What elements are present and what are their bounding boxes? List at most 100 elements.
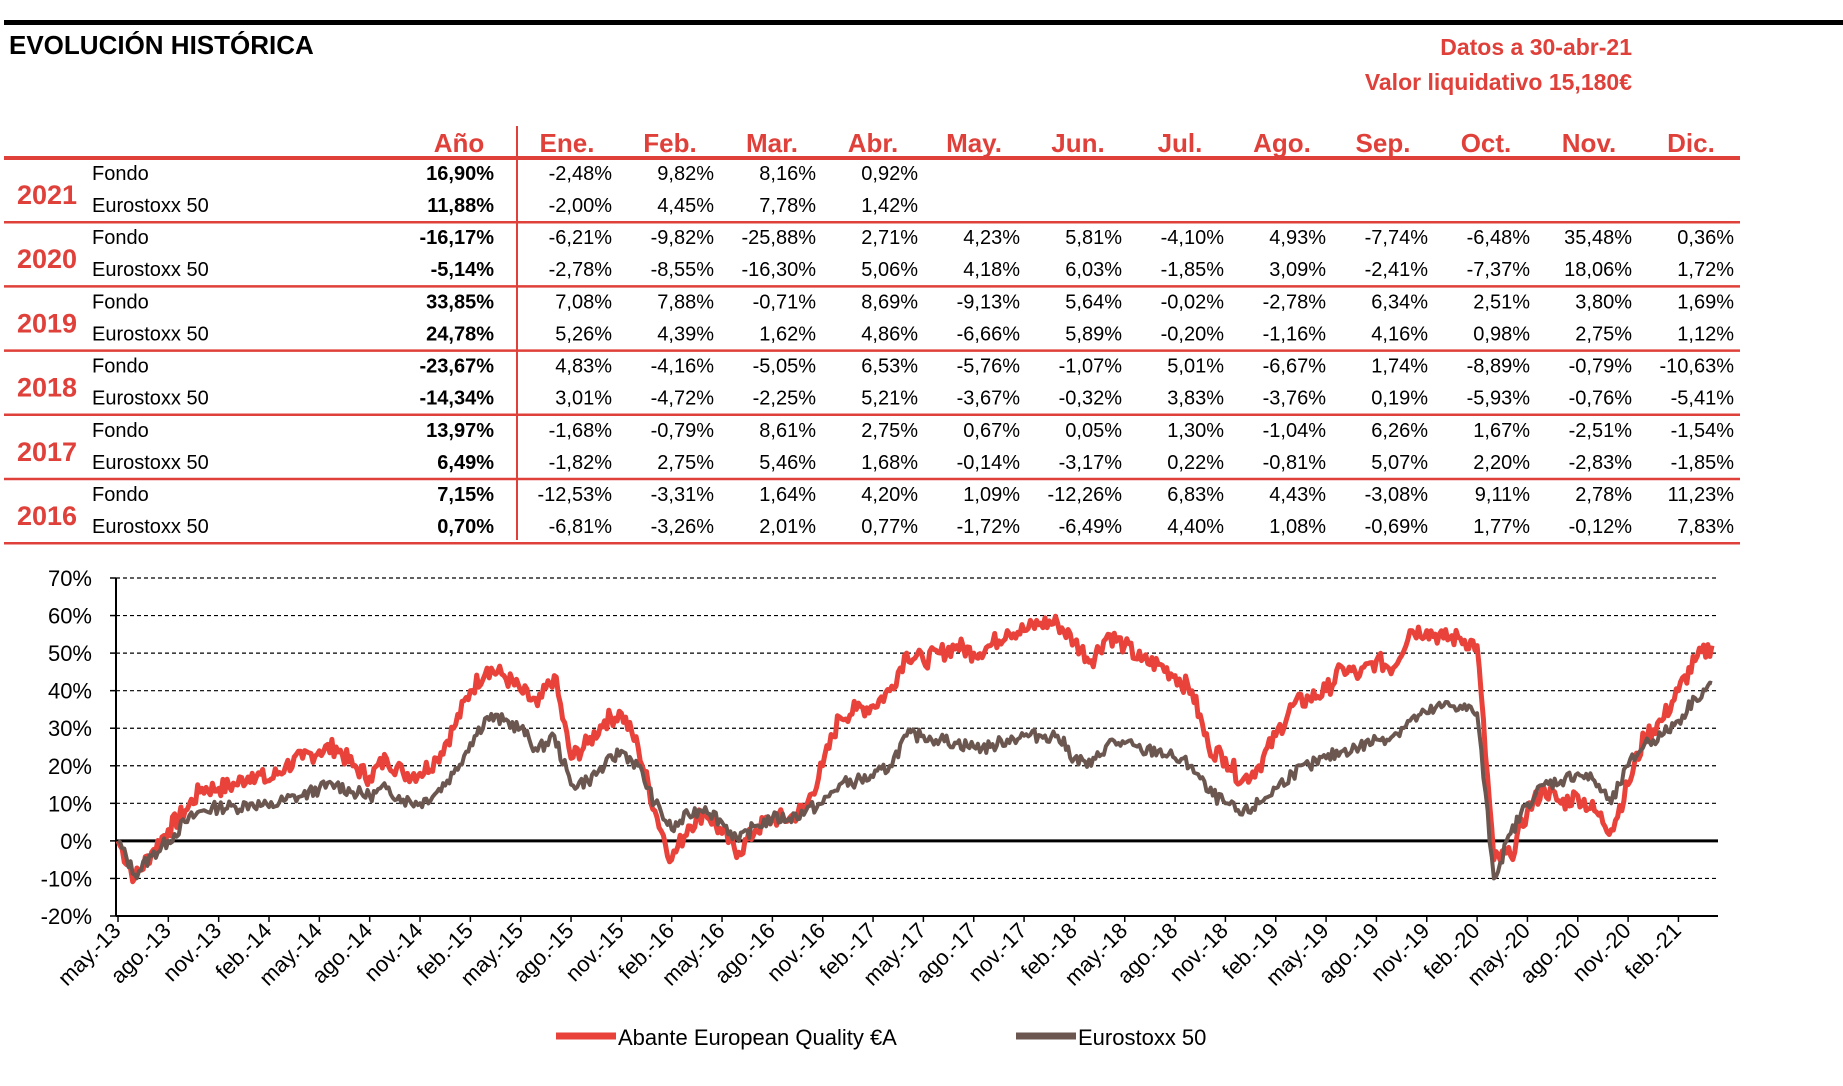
y-tick-label: 0%: [60, 829, 92, 854]
monthly-return: -3,31%: [651, 484, 715, 506]
monthly-return: 5,26%: [555, 323, 612, 345]
monthly-return: -0,79%: [1569, 356, 1633, 378]
monthly-return: 0,05%: [1065, 420, 1122, 442]
monthly-return: -5,05%: [753, 356, 817, 378]
monthly-return: -0,76%: [1569, 388, 1633, 410]
legend-label-fund: Abante European Quality €A: [618, 1025, 897, 1050]
x-tick-label: feb.-21: [1620, 918, 1686, 984]
monthly-return: 4,23%: [963, 227, 1020, 249]
monthly-return: 2,51%: [1473, 291, 1530, 313]
monthly-return: 7,08%: [555, 291, 612, 313]
monthly-return: -1,72%: [957, 516, 1021, 538]
monthly-return: -0,81%: [1263, 452, 1327, 474]
monthly-return: -6,67%: [1263, 356, 1327, 378]
monthly-return: -5,93%: [1467, 388, 1531, 410]
monthly-return: -2,83%: [1569, 452, 1633, 474]
monthly-return: 6,83%: [1167, 484, 1224, 506]
y-tick-label: 30%: [48, 716, 92, 741]
monthly-return: 0,98%: [1473, 323, 1530, 345]
annual-return: 0,70%: [437, 516, 494, 538]
year-label: 2021: [17, 180, 77, 210]
row-label: Fondo: [92, 420, 149, 442]
monthly-return: 0,92%: [861, 163, 918, 185]
column-header: Sep.: [1356, 128, 1411, 158]
row-label: Fondo: [92, 291, 149, 313]
monthly-return: -4,10%: [1161, 227, 1225, 249]
top-rule: [4, 20, 1843, 25]
annual-return: 7,15%: [437, 484, 494, 506]
monthly-return: -1,85%: [1161, 259, 1225, 281]
year-label: 2019: [17, 308, 77, 338]
monthly-return: -7,74%: [1365, 227, 1429, 249]
monthly-return: 5,64%: [1065, 291, 1122, 313]
annual-return: -5,14%: [431, 259, 495, 281]
monthly-return: -0,32%: [1059, 388, 1123, 410]
monthly-return: -1,85%: [1671, 452, 1735, 474]
row-label: Eurostoxx 50: [92, 195, 209, 217]
y-tick-label: 60%: [48, 604, 92, 629]
data-date: Datos a 30-abr-21: [1440, 34, 1632, 60]
year-label: 2018: [17, 373, 77, 403]
monthly-return: 2,75%: [1575, 323, 1632, 345]
monthly-return: 5,07%: [1371, 452, 1428, 474]
monthly-return: -1,16%: [1263, 323, 1327, 345]
column-header: Jun.: [1051, 128, 1104, 158]
monthly-return: -25,88%: [742, 227, 817, 249]
annual-return: 6,49%: [437, 452, 494, 474]
monthly-return: 4,39%: [657, 323, 714, 345]
column-header: May.: [946, 128, 1002, 158]
monthly-return: 1,08%: [1269, 516, 1326, 538]
column-header: Año: [434, 128, 485, 158]
monthly-return: 5,46%: [759, 452, 816, 474]
monthly-return: -8,89%: [1467, 356, 1531, 378]
monthly-return: 6,34%: [1371, 291, 1428, 313]
y-tick-label: 50%: [48, 641, 92, 666]
monthly-return: -6,81%: [549, 516, 613, 538]
monthly-return: 5,81%: [1065, 227, 1122, 249]
row-label: Fondo: [92, 356, 149, 378]
monthly-return: 0,36%: [1677, 227, 1734, 249]
monthly-return: -3,67%: [957, 388, 1021, 410]
monthly-return: 7,88%: [657, 291, 714, 313]
monthly-return: 4,86%: [861, 323, 918, 345]
row-label: Eurostoxx 50: [92, 516, 209, 538]
historical-chart: -20%-10%0%10%20%30%40%50%60%70%may.-13ag…: [41, 566, 1718, 1050]
column-header: Ago.: [1253, 128, 1311, 158]
monthly-return: -3,17%: [1059, 452, 1123, 474]
monthly-return: -1,82%: [549, 452, 613, 474]
monthly-return: 5,89%: [1065, 323, 1122, 345]
monthly-return: 3,83%: [1167, 388, 1224, 410]
monthly-return: 3,80%: [1575, 291, 1632, 313]
column-header: Mar.: [746, 128, 798, 158]
monthly-return: 18,06%: [1564, 259, 1632, 281]
monthly-return: -3,76%: [1263, 388, 1327, 410]
monthly-return: -0,69%: [1365, 516, 1429, 538]
monthly-return: 1,72%: [1677, 259, 1734, 281]
monthly-return: -9,13%: [957, 291, 1021, 313]
annual-return: 33,85%: [426, 291, 494, 313]
monthly-return: -16,30%: [742, 259, 817, 281]
monthly-return: -2,25%: [753, 388, 817, 410]
monthly-return: 1,42%: [861, 195, 918, 217]
monthly-return: -0,71%: [753, 291, 817, 313]
monthly-return: -2,78%: [1263, 291, 1327, 313]
monthly-return: 0,22%: [1167, 452, 1224, 474]
monthly-return: -2,00%: [549, 195, 613, 217]
legend-label-eurostoxx: Eurostoxx 50: [1078, 1025, 1206, 1050]
column-header: Oct.: [1461, 128, 1512, 158]
annual-return: -14,34%: [420, 388, 495, 410]
monthly-return: -0,79%: [651, 420, 715, 442]
monthly-return: -3,08%: [1365, 484, 1429, 506]
monthly-return: -6,49%: [1059, 516, 1123, 538]
monthly-return: -2,41%: [1365, 259, 1429, 281]
row-label: Fondo: [92, 163, 149, 185]
header-info: Datos a 30-abr-21 Valor liquidativo 15,1…: [1365, 30, 1632, 100]
monthly-return: 1,12%: [1677, 323, 1734, 345]
monthly-return: -2,51%: [1569, 420, 1633, 442]
monthly-return: -2,48%: [549, 163, 613, 185]
monthly-return: 7,83%: [1677, 516, 1734, 538]
annual-return: -16,17%: [420, 227, 495, 249]
monthly-return: 1,67%: [1473, 420, 1530, 442]
year-label: 2020: [17, 244, 77, 274]
monthly-return: -4,72%: [651, 388, 715, 410]
